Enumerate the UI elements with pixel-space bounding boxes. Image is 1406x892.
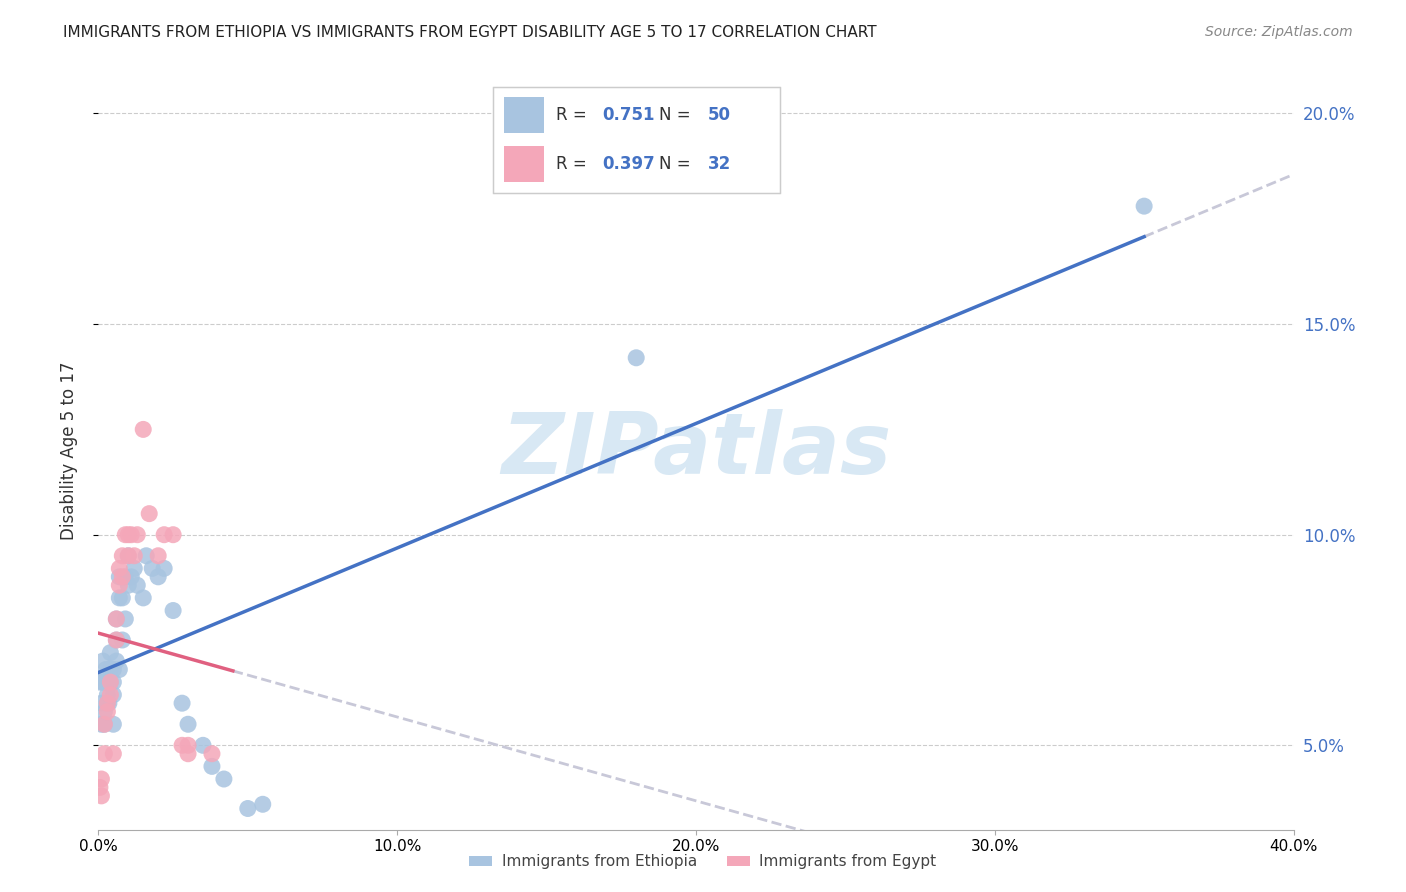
- Legend: Immigrants from Ethiopia, Immigrants from Egypt: Immigrants from Ethiopia, Immigrants fro…: [464, 848, 942, 875]
- Point: [124, 549, 146, 563]
- Point: [153, 561, 176, 575]
- Text: IMMIGRANTS FROM ETHIOPIA VS IMMIGRANTS FROM EGYPT DISABILITY AGE 5 TO 17 CORRELA: IMMIGRANTS FROM ETHIOPIA VS IMMIGRANTS F…: [63, 25, 877, 40]
- Point: [252, 797, 274, 812]
- Point: [90, 772, 112, 786]
- Point: [114, 570, 136, 584]
- Point: [111, 591, 134, 605]
- Point: [108, 591, 131, 605]
- Point: [177, 739, 200, 753]
- Point: [103, 675, 125, 690]
- Point: [141, 561, 163, 575]
- Point: [1133, 199, 1156, 213]
- Point: [148, 570, 170, 584]
- Point: [117, 549, 139, 563]
- Point: [98, 663, 122, 677]
- Point: [108, 663, 131, 677]
- Point: [117, 578, 139, 592]
- Point: [98, 646, 122, 660]
- Point: [93, 675, 115, 690]
- Point: [108, 561, 131, 575]
- Point: [98, 675, 122, 690]
- Point: [89, 780, 111, 795]
- Text: ZIPatlas: ZIPatlas: [501, 409, 891, 492]
- Point: [105, 612, 128, 626]
- Point: [177, 717, 200, 731]
- Point: [96, 696, 118, 710]
- Point: [90, 789, 112, 803]
- Point: [132, 422, 155, 436]
- Point: [111, 549, 134, 563]
- Point: [98, 675, 122, 690]
- Point: [127, 578, 149, 592]
- Point: [105, 612, 128, 626]
- Point: [191, 739, 214, 753]
- Point: [201, 747, 224, 761]
- Point: [177, 747, 200, 761]
- Point: [93, 717, 115, 731]
- Point: [114, 527, 136, 541]
- Point: [93, 705, 115, 719]
- Point: [135, 549, 157, 563]
- Point: [108, 570, 131, 584]
- Point: [96, 688, 118, 702]
- Point: [98, 688, 122, 702]
- Point: [212, 772, 235, 786]
- Point: [153, 527, 176, 541]
- Point: [148, 549, 170, 563]
- Point: [114, 612, 136, 626]
- Y-axis label: Disability Age 5 to 17: Disability Age 5 to 17: [59, 361, 77, 540]
- Point: [93, 747, 115, 761]
- Point: [91, 675, 114, 690]
- Point: [120, 570, 142, 584]
- Point: [96, 675, 118, 690]
- Point: [91, 654, 114, 668]
- Point: [236, 801, 259, 815]
- Point: [96, 705, 118, 719]
- Point: [93, 717, 115, 731]
- Point: [124, 561, 146, 575]
- Point: [105, 633, 128, 648]
- Point: [117, 549, 139, 563]
- Point: [111, 633, 134, 648]
- Text: Source: ZipAtlas.com: Source: ZipAtlas.com: [1205, 25, 1353, 39]
- Point: [90, 717, 112, 731]
- Point: [90, 696, 112, 710]
- Point: [105, 654, 128, 668]
- Point: [97, 696, 120, 710]
- Point: [162, 603, 184, 617]
- Point: [201, 759, 224, 773]
- Point: [162, 527, 184, 541]
- Point: [103, 717, 125, 731]
- Point: [89, 675, 111, 690]
- Point: [120, 527, 142, 541]
- Point: [103, 663, 125, 677]
- Point: [172, 739, 194, 753]
- Point: [172, 696, 194, 710]
- Point: [108, 578, 131, 592]
- Point: [94, 663, 117, 677]
- Point: [96, 696, 118, 710]
- Point: [222, 844, 245, 858]
- Point: [138, 507, 160, 521]
- Point: [103, 688, 125, 702]
- Point: [132, 591, 155, 605]
- Point: [103, 747, 125, 761]
- Point: [117, 527, 139, 541]
- Point: [105, 633, 128, 648]
- Point: [626, 351, 648, 365]
- Point: [111, 570, 134, 584]
- Point: [127, 527, 149, 541]
